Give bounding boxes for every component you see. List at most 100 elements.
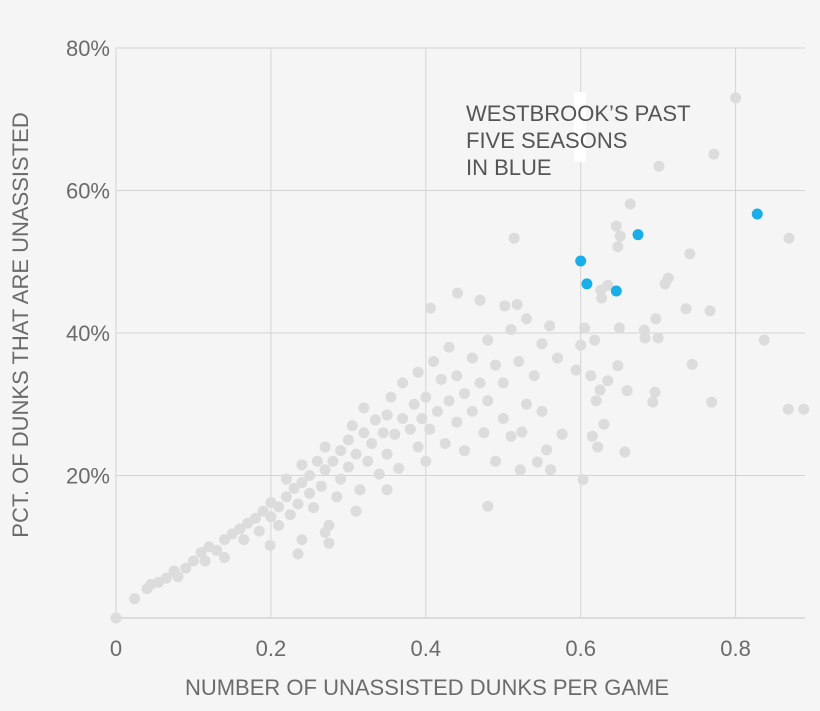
data-point xyxy=(358,402,370,414)
tick-labels: 0 0.2 0.4 0.6 0.8 20% 40% 60% 80% xyxy=(66,36,751,661)
data-point xyxy=(408,398,420,410)
data-point xyxy=(505,323,517,335)
data-point xyxy=(798,403,810,415)
data-point xyxy=(528,370,540,382)
data-point xyxy=(443,395,455,407)
x-axis-title: NUMBER OF UNASSISTED DUNKS PER GAME xyxy=(185,675,669,700)
data-point xyxy=(466,405,478,417)
data-point xyxy=(381,409,393,421)
data-point xyxy=(544,464,556,476)
data-point xyxy=(342,461,354,473)
data-point xyxy=(490,359,502,371)
data-point xyxy=(482,395,494,407)
gridlines xyxy=(115,47,805,619)
x-tick-label: 0.2 xyxy=(256,636,287,661)
data-point xyxy=(514,464,526,476)
data-point xyxy=(497,413,509,424)
annotation-line-2: FIVE SEASONS xyxy=(466,128,627,153)
data-point xyxy=(296,477,308,489)
data-point xyxy=(335,473,347,485)
data-point xyxy=(319,527,331,538)
data-point xyxy=(264,539,276,551)
data-point xyxy=(350,448,362,460)
data-point xyxy=(335,445,347,457)
data-point xyxy=(319,464,331,476)
data-point xyxy=(292,498,304,510)
data-point xyxy=(590,395,602,407)
data-point xyxy=(327,455,339,467)
data-point xyxy=(249,512,261,524)
data-point xyxy=(613,322,625,334)
data-point xyxy=(650,313,662,325)
data-point xyxy=(579,322,591,334)
data-point xyxy=(393,462,405,474)
data-point xyxy=(482,334,494,346)
data-point xyxy=(362,455,374,467)
data-point xyxy=(397,377,409,389)
data-point xyxy=(342,434,354,446)
data-point xyxy=(358,427,370,439)
data-point xyxy=(218,551,230,563)
data-point xyxy=(474,377,486,389)
data-point xyxy=(307,502,319,514)
data-point xyxy=(420,391,432,403)
data-point xyxy=(331,491,343,503)
data-point xyxy=(594,384,606,396)
data-point xyxy=(253,525,265,537)
data-point xyxy=(783,232,795,244)
data-point xyxy=(612,241,624,253)
data-point xyxy=(452,287,464,299)
data-point xyxy=(381,448,393,460)
data-point xyxy=(508,232,520,244)
data-point xyxy=(706,396,718,408)
data-point xyxy=(435,373,447,385)
data-point xyxy=(439,437,451,449)
data-point xyxy=(614,230,626,242)
data-point xyxy=(234,523,246,535)
data-point xyxy=(649,386,661,398)
data-point xyxy=(424,423,436,435)
data-point xyxy=(180,562,192,574)
data-point xyxy=(443,341,455,353)
data-point xyxy=(497,377,509,389)
y-tick-label: 80% xyxy=(66,36,110,61)
data-point xyxy=(686,358,698,370)
data-point xyxy=(602,279,614,291)
data-point xyxy=(589,334,601,346)
data-point xyxy=(782,403,794,415)
data-point xyxy=(708,148,720,160)
data-point xyxy=(160,572,172,584)
data-point xyxy=(516,426,528,438)
data-point xyxy=(292,548,304,560)
data-point xyxy=(544,320,556,332)
data-point xyxy=(412,441,424,453)
data-point xyxy=(187,555,199,567)
data-point xyxy=(288,482,300,494)
data-points xyxy=(110,92,810,624)
data-point xyxy=(652,332,664,344)
data-point xyxy=(366,437,378,449)
data-point xyxy=(416,413,428,424)
data-point xyxy=(596,292,608,304)
annotation-highlight xyxy=(574,92,586,162)
data-point xyxy=(296,459,308,471)
data-point xyxy=(513,356,525,367)
data-point xyxy=(531,456,543,468)
data-point xyxy=(323,537,335,549)
data-point xyxy=(389,428,401,440)
data-point xyxy=(704,305,716,317)
y-tick-label: 40% xyxy=(66,321,110,346)
data-point xyxy=(257,505,269,517)
data-point xyxy=(570,364,582,376)
data-point xyxy=(211,544,223,556)
data-point xyxy=(397,413,409,424)
background-series xyxy=(110,92,810,624)
data-point xyxy=(451,416,463,428)
data-point xyxy=(199,555,211,567)
data-point xyxy=(612,360,624,372)
x-tick-label: 0 xyxy=(110,636,122,661)
highlight-point xyxy=(632,229,644,241)
data-point xyxy=(404,423,416,435)
data-point xyxy=(490,455,502,467)
